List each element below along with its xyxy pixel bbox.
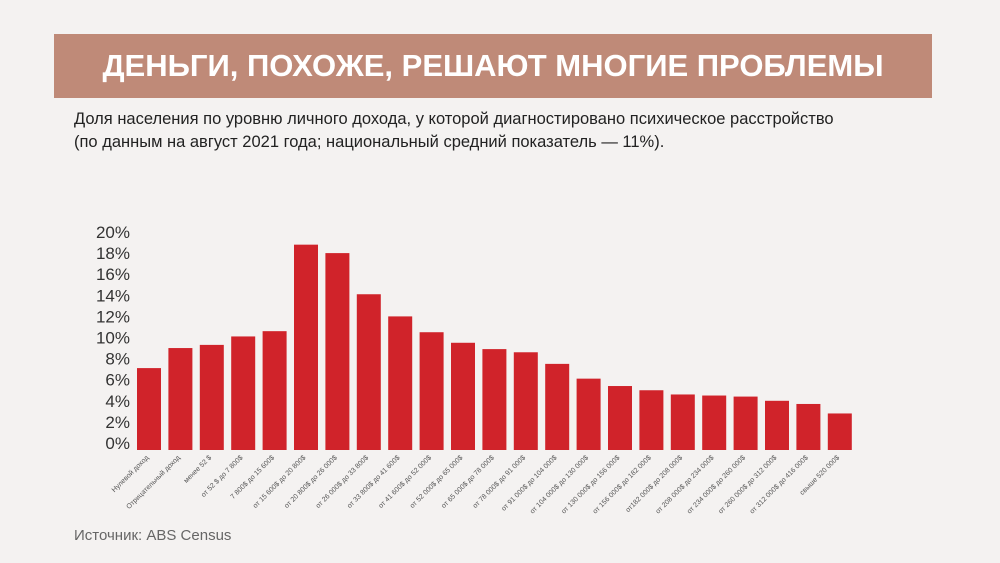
- y-tick-label: 0%: [105, 434, 130, 453]
- bar: [670, 394, 695, 450]
- x-tick-label: менее 52 $: [183, 454, 213, 484]
- bar: [137, 368, 161, 450]
- source-note: Источник: ABS Census: [74, 527, 232, 544]
- x-tick-label: от 208 000$ до 234 000$: [655, 454, 716, 515]
- x-tick-label: от 26 000$ до 33 800$: [315, 454, 370, 509]
- bar: [765, 400, 789, 450]
- bar: [576, 378, 601, 450]
- bar: [199, 344, 224, 450]
- bar: [482, 349, 507, 450]
- bar: [608, 386, 632, 450]
- bar: [702, 395, 727, 450]
- bar: [325, 253, 350, 450]
- bar: [356, 294, 381, 450]
- subtitle-line-1: Доля населения по уровню личного дохода,…: [74, 110, 834, 128]
- bar: [388, 316, 413, 450]
- x-tick-label: от 52 000$ до 65 000$: [409, 454, 464, 509]
- y-tick-label: 12%: [96, 307, 130, 326]
- y-tick-label: 6%: [105, 371, 130, 390]
- bar: [733, 396, 758, 450]
- bar: [796, 403, 821, 450]
- bar: [168, 348, 193, 450]
- x-tick-label: от182 000$ до 208 000$: [625, 454, 685, 514]
- bar: [827, 413, 852, 450]
- x-tick-label: от 130 000$ до 156 000$: [560, 454, 621, 515]
- x-tick-label: от 78 000$ до 91 000$: [472, 454, 527, 509]
- y-tick-label: 4%: [105, 392, 130, 411]
- y-tick-label: 2%: [105, 413, 130, 432]
- y-tick-label: 8%: [105, 350, 130, 369]
- bar: [419, 332, 444, 450]
- bar: [262, 331, 287, 450]
- bar: [545, 363, 570, 450]
- y-tick-label: 10%: [96, 329, 130, 348]
- y-tick-label: 16%: [96, 265, 130, 284]
- x-tick-label: от 20 800$ до 26 000$: [283, 454, 338, 509]
- x-tick-label: от 312 000$ до 416 000$: [749, 454, 810, 515]
- title-banner: ДЕНЬГИ, ПОХОЖЕ, РЕШАЮТ МНОГИЕ ПРОБЛЕМЫ: [54, 34, 932, 98]
- y-tick-label: 18%: [96, 244, 130, 263]
- x-tick-label: от 104 000$ до 130 000$: [529, 454, 590, 515]
- x-tick-label: от 33 800$ до 41 600$: [346, 454, 401, 509]
- subtitle: Доля населения по уровню личного дохода,…: [74, 108, 974, 154]
- x-tick-label: Отрицательный доход: [125, 454, 182, 511]
- x-tick-label: от 65 000$ до 78 000$: [440, 454, 495, 509]
- x-tick-label: от 91 000$ до 104 000$: [500, 454, 558, 512]
- bar: [451, 342, 475, 450]
- y-tick-label: 20%: [96, 223, 130, 242]
- x-tick-label: от 15 600$ до 20 800$: [252, 454, 307, 509]
- bar: [294, 244, 318, 450]
- subtitle-line-2: (по данным на август 2021 года; национал…: [74, 133, 665, 151]
- y-tick-label: 14%: [96, 286, 130, 305]
- bar: [231, 336, 256, 450]
- x-tick-label: от 260 000$ до 312 000$: [717, 454, 778, 515]
- x-tick-label: от 234 000$ до 260 000$: [686, 454, 747, 515]
- bar: [513, 352, 538, 450]
- bar: [639, 390, 664, 450]
- x-tick-label: от 41 600$ до 52 000$: [378, 454, 433, 509]
- x-tick-label: от 156 000$ до 182 000$: [592, 454, 653, 515]
- page-title: ДЕНЬГИ, ПОХОЖЕ, РЕШАЮТ МНОГИЕ ПРОБЛЕМЫ: [102, 48, 884, 83]
